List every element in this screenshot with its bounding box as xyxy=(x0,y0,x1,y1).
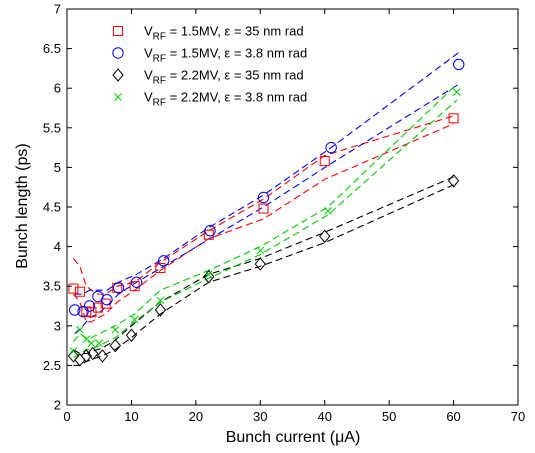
data-point xyxy=(80,349,92,363)
y-tick-label: 2.5 xyxy=(43,358,61,373)
data-point xyxy=(112,282,125,294)
data-point xyxy=(112,282,123,293)
fit-line-fit-low xyxy=(73,99,458,358)
data-markers xyxy=(67,58,465,367)
fit-line-fit-high xyxy=(73,115,454,295)
x-tick-label: 10 xyxy=(124,409,138,424)
data-point xyxy=(257,191,270,204)
y-tick-label: 3.5 xyxy=(43,279,61,294)
data-point xyxy=(87,346,99,361)
data-point xyxy=(447,174,460,188)
x-marker-stroke xyxy=(114,93,122,101)
fit-line-fit-low xyxy=(73,123,454,323)
x-marker-stroke xyxy=(111,325,120,334)
y-axis-label: Bunch length (ps) xyxy=(14,143,31,268)
x-tick-label: 20 xyxy=(189,409,203,424)
legend-marker xyxy=(113,26,123,36)
data-point xyxy=(95,339,104,348)
legend-marker xyxy=(112,68,124,82)
x-marker-stroke xyxy=(87,339,96,348)
data-point xyxy=(155,262,166,273)
x-marker-stroke xyxy=(82,335,91,344)
y-axis-ticks: 2 2.5 3 3.5 4 4.5 5 5.5 6 6.5 7 xyxy=(43,2,518,413)
data-point xyxy=(256,246,265,255)
legend-marker xyxy=(114,93,122,101)
data-point xyxy=(87,339,96,348)
data-point xyxy=(156,296,165,305)
plot-axes xyxy=(66,8,519,406)
data-point xyxy=(204,270,213,279)
y-tick-label: 5 xyxy=(54,160,61,175)
fit-line-fit-high xyxy=(73,176,454,355)
x-axis-ticks: 0 10 20 30 40 50 60 70 xyxy=(63,9,525,424)
x-marker-stroke xyxy=(69,347,78,355)
fit-line-fit-low xyxy=(73,184,454,366)
y-tick-label: 6 xyxy=(54,81,61,96)
x-marker-stroke xyxy=(452,88,461,97)
fit-line-fit-high xyxy=(74,52,460,295)
data-point xyxy=(325,141,337,154)
x-marker-stroke xyxy=(324,207,332,215)
data-point xyxy=(76,325,84,334)
x-marker-stroke xyxy=(156,296,165,305)
x-tick-label: 50 xyxy=(382,409,396,424)
data-point xyxy=(453,58,465,71)
data-point xyxy=(258,203,269,214)
data-point xyxy=(154,303,167,317)
x-marker-stroke xyxy=(130,315,139,324)
x-tick-label: 0 xyxy=(63,409,70,424)
data-point xyxy=(254,257,266,271)
y-tick-label: 3 xyxy=(54,318,61,333)
x-marker-stroke xyxy=(76,325,84,334)
data-point xyxy=(74,286,85,297)
x-marker-stroke xyxy=(95,339,104,348)
data-point xyxy=(204,225,216,237)
data-point xyxy=(130,315,139,324)
data-point xyxy=(130,276,143,288)
legend: VRF = 1.5MV, ε = 35 nm rad VRF = 1.5MV, ε… xyxy=(112,24,307,109)
y-tick-label: 4.5 xyxy=(43,200,61,215)
data-point xyxy=(101,293,113,306)
data-point xyxy=(157,255,170,267)
fit-line-fit-high xyxy=(73,83,458,342)
legend-entry: VRF = 2.2MV, ε = 35 nm rad xyxy=(144,68,304,87)
x-tick-label: 30 xyxy=(253,409,267,424)
y-tick-label: 6.5 xyxy=(43,41,61,56)
x-tick-label: 40 xyxy=(317,409,331,424)
legend-entry: VRF = 1.5MV, ε = 3.8 nm rad xyxy=(144,46,307,65)
data-point xyxy=(111,325,120,334)
legend-entry: VRF = 2.2MV, ε = 3.8 nm rad xyxy=(144,90,307,109)
data-point xyxy=(203,269,215,284)
fit-line-fit-low xyxy=(74,83,460,335)
x-marker-stroke xyxy=(204,270,213,279)
data-point xyxy=(319,229,331,244)
data-point xyxy=(448,113,459,124)
x-tick-label: 60 xyxy=(446,409,460,424)
y-tick-label: 2 xyxy=(54,398,61,413)
data-point xyxy=(82,335,91,344)
y-tick-label: 5.5 xyxy=(43,120,61,135)
data-point xyxy=(96,349,109,363)
x-tick-label: 70 xyxy=(511,409,525,424)
data-point xyxy=(83,300,96,312)
y-tick-label: 7 xyxy=(54,2,61,17)
fit-lines xyxy=(73,52,460,366)
data-point xyxy=(319,156,330,167)
data-point xyxy=(125,328,138,343)
data-point xyxy=(324,207,332,215)
x-axis-label: Bunch current (μA) xyxy=(226,429,361,446)
y-tick-label: 4 xyxy=(54,239,61,254)
legend-marker xyxy=(112,47,124,59)
data-point xyxy=(109,338,121,353)
plot-frame xyxy=(66,8,519,406)
data-point xyxy=(452,88,461,97)
x-marker-stroke xyxy=(256,246,265,255)
data-point xyxy=(92,302,103,313)
legend-entry: VRF = 1.5MV, ε = 35 nm rad xyxy=(144,24,304,43)
data-point xyxy=(69,347,78,355)
data-point xyxy=(69,304,81,316)
data-point xyxy=(68,283,79,294)
